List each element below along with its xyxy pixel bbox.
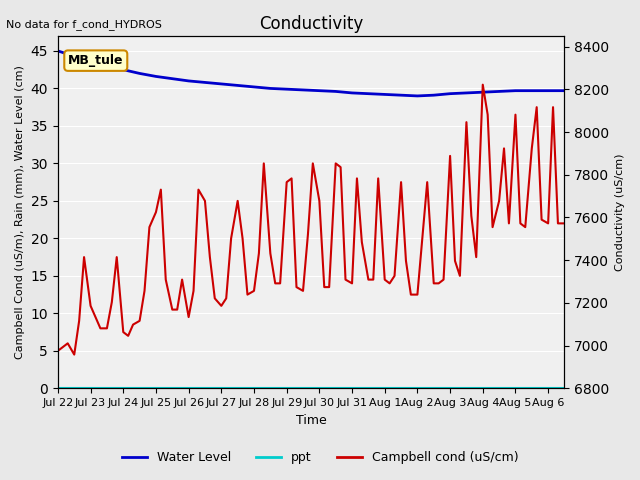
Campbell cond (uS/cm) (561, 220, 568, 226)
Campbell cond (uS/cm) (189, 288, 197, 294)
Water Level (250, 84, 258, 90)
Water Level (561, 88, 568, 94)
Campbell cond (uS/cm) (479, 82, 486, 87)
Water Level (528, 88, 536, 94)
Legend: Water Level, ppt, Campbell cond (uS/cm): Water Level, ppt, Campbell cond (uS/cm) (116, 446, 524, 469)
Water Level (54, 48, 61, 54)
Campbell cond (uS/cm) (271, 280, 279, 286)
Water Level (511, 88, 519, 94)
Water Level (234, 83, 241, 88)
Campbell cond (uS/cm) (70, 352, 78, 358)
Water Level (120, 67, 127, 72)
Water Level (381, 92, 388, 97)
Water Level (218, 81, 225, 87)
Water Level (70, 53, 78, 59)
Campbell cond (uS/cm) (255, 251, 263, 256)
Water Level (185, 78, 193, 84)
Water Level (479, 89, 486, 95)
Water Level (365, 91, 372, 96)
Water Level (413, 93, 421, 99)
Y-axis label: Conductivity (uS/cm): Conductivity (uS/cm) (615, 154, 625, 271)
Campbell cond (uS/cm) (145, 224, 153, 230)
Water Level (152, 73, 160, 79)
Line: Water Level: Water Level (58, 51, 564, 96)
Campbell cond (uS/cm) (54, 348, 61, 354)
Water Level (266, 85, 274, 91)
Water Level (136, 71, 143, 76)
Text: No data for f_cond_HYDROS: No data for f_cond_HYDROS (6, 19, 163, 30)
Water Level (103, 63, 111, 69)
Water Level (544, 88, 552, 94)
Text: MB_tule: MB_tule (68, 54, 124, 67)
Water Level (299, 87, 307, 93)
Water Level (201, 80, 209, 85)
Campbell cond (uS/cm) (365, 277, 372, 283)
Water Level (168, 76, 176, 82)
Water Level (463, 90, 470, 96)
Y-axis label: Campbell Cond (uS/m), Rain (mm), Water Level (cm): Campbell Cond (uS/m), Rain (mm), Water L… (15, 65, 25, 359)
Water Level (332, 88, 340, 94)
Water Level (446, 91, 454, 96)
X-axis label: Time: Time (296, 414, 326, 427)
Water Level (87, 60, 95, 65)
Line: Campbell cond (uS/cm): Campbell cond (uS/cm) (58, 84, 564, 355)
Water Level (495, 88, 503, 94)
Water Level (397, 92, 405, 98)
Water Level (430, 92, 438, 98)
Water Level (348, 90, 356, 96)
Title: Conductivity: Conductivity (259, 15, 364, 33)
Water Level (316, 88, 323, 94)
Water Level (283, 86, 291, 92)
Campbell cond (uS/cm) (440, 277, 447, 283)
